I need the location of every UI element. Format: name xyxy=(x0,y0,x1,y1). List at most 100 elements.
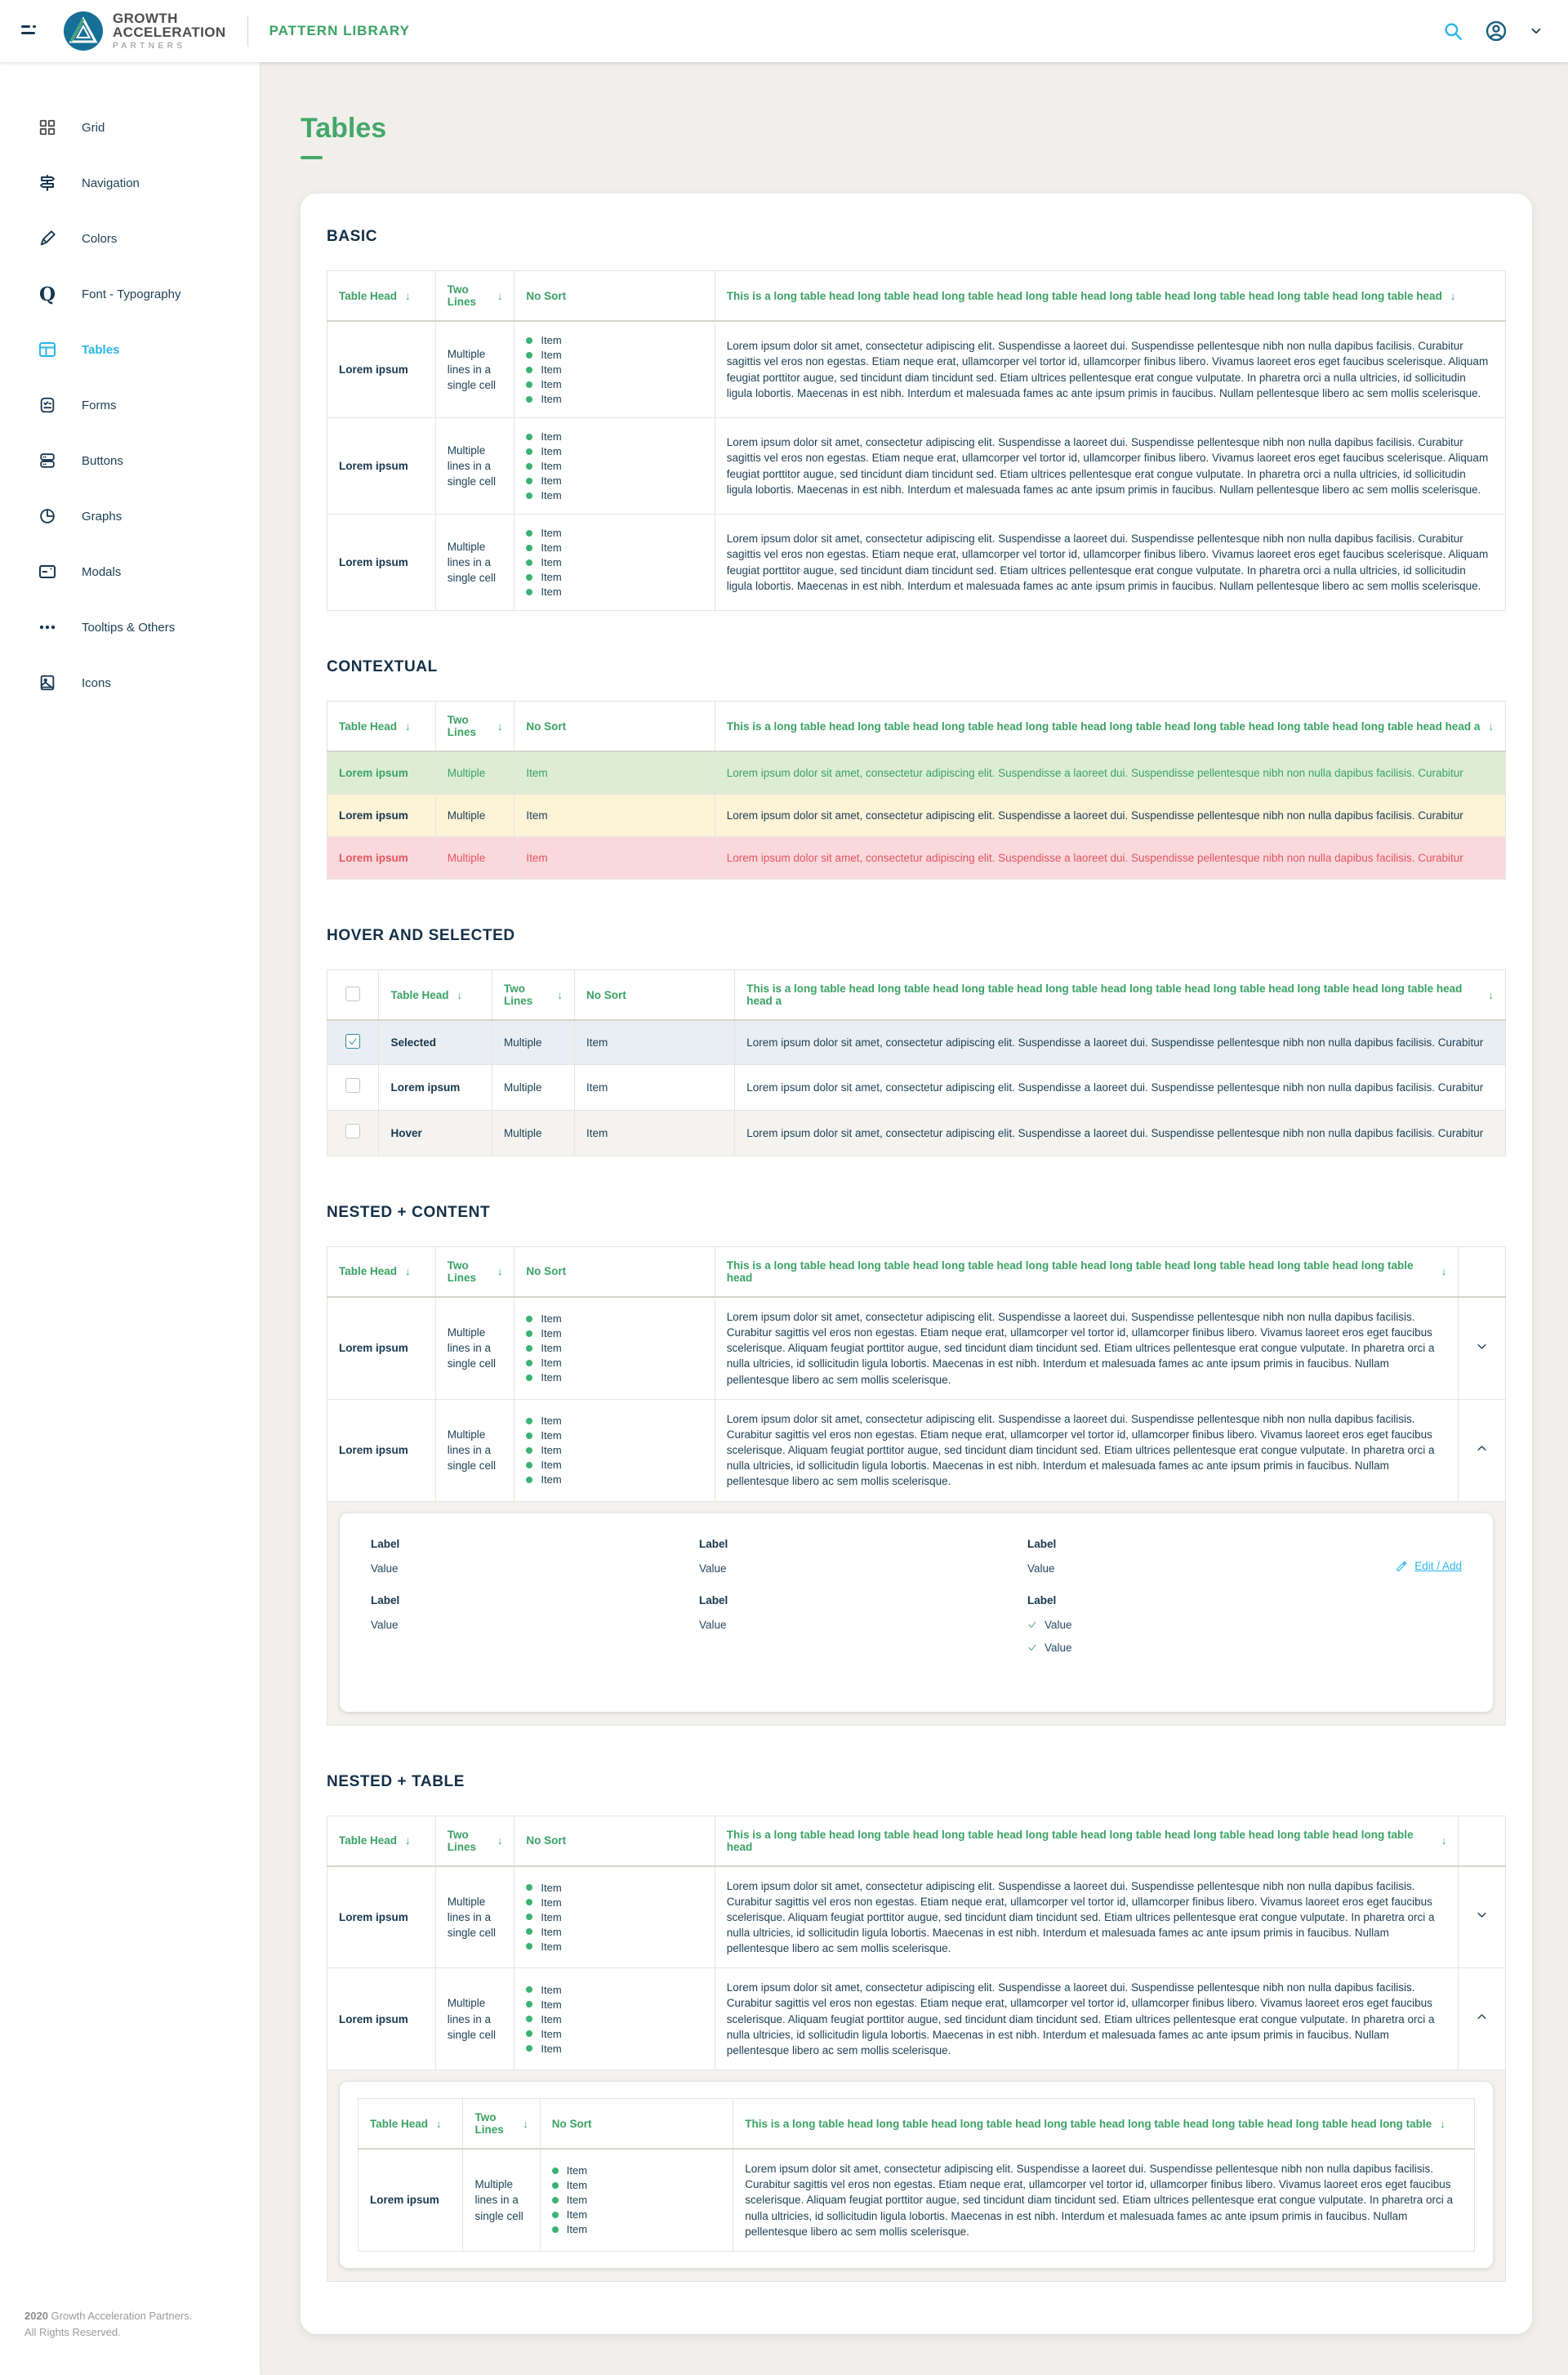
edit-add-link[interactable]: Edit / Add xyxy=(1396,1538,1462,1594)
bullet-icon xyxy=(526,2045,533,2052)
list-item: Item xyxy=(551,2178,721,2192)
sidebar-item-modals[interactable]: Modals xyxy=(0,544,260,599)
column-header-two-lines[interactable]: Two Lines ↓ xyxy=(492,969,575,1022)
sort-arrow-icon: ↓ xyxy=(497,720,503,733)
sidebar-item-buttons[interactable]: Buttons xyxy=(0,433,260,488)
bullet-icon xyxy=(526,1330,533,1337)
main-content: Tables BASIC Table Head ↓ Two Lines ↓ No S… xyxy=(260,62,1568,2375)
hover-selected-table: Table Head ↓ Two Lines ↓ No Sort This is a… xyxy=(326,969,1506,1156)
check-icon xyxy=(1028,1621,1036,1628)
list-item: Item xyxy=(526,2027,702,2041)
section-contextual: CONTEXTUAL Table Head ↓ Two Lines ↓ No Sor… xyxy=(327,658,1507,880)
sort-arrow-icon: ↓ xyxy=(1441,1834,1447,1847)
list-item: Item xyxy=(526,1998,702,2012)
grid-icon xyxy=(38,118,57,137)
column-header-expand xyxy=(1458,1815,1506,1867)
label-value-pair: Label Value xyxy=(371,1537,400,1575)
menu-icon[interactable] xyxy=(21,23,42,39)
bullet-icon xyxy=(526,1432,533,1439)
row-checkbox-checked[interactable] xyxy=(345,1034,361,1049)
bullet-icon xyxy=(526,366,533,373)
sidebar-item-grid[interactable]: Grid xyxy=(0,100,260,155)
column-header-table-head[interactable]: Table Head ↓ xyxy=(327,1245,436,1298)
sort-arrow-icon: ↓ xyxy=(1440,2117,1446,2130)
column-header-two-lines[interactable]: Two Lines ↓ xyxy=(434,1245,515,1298)
nested-content-table: Table Head ↓ Two Lines ↓ No Sort This is a… xyxy=(327,1245,1506,1502)
sidebar-item-forms[interactable]: Forms xyxy=(0,377,260,433)
brand-logo[interactable]: GROWTH ACCELERATION PARTNERS xyxy=(64,11,226,51)
sidebar-item-typography[interactable]: Q Font - Typography xyxy=(38,283,181,305)
list-item: Item xyxy=(551,2163,721,2177)
bullet-icon xyxy=(551,2181,559,2189)
table-row-selected[interactable]: Selected Multiple Item Lorem ipsum dolor… xyxy=(326,1019,1506,1065)
bullet-icon xyxy=(551,2167,559,2174)
list-item: Item xyxy=(526,1925,702,1939)
list-item: Item xyxy=(526,2042,702,2056)
user-account-icon[interactable] xyxy=(1485,20,1508,42)
bullet-icon xyxy=(526,381,533,388)
list-item: Item xyxy=(526,555,702,569)
column-header-long[interactable]: This is a long table head long table hea… xyxy=(714,1245,1459,1298)
list-item: Item xyxy=(526,363,702,377)
column-header-table-head[interactable]: Table Head ↓ xyxy=(327,701,436,752)
nested-inner-table-card: Table Head ↓ Two Lines ↓ No Sort This is a… xyxy=(340,2082,1493,2268)
bullet-icon xyxy=(526,1914,533,1921)
column-header-table-head[interactable]: Table Head ↓ xyxy=(327,270,436,322)
list-item: Item xyxy=(526,1443,702,1457)
buttons-icon xyxy=(38,451,57,470)
sort-arrow-icon: ↓ xyxy=(457,988,463,1001)
table-row-hover[interactable]: Hover Multiple Item Lorem ipsum dolor si… xyxy=(326,1109,1506,1156)
contextual-table: Table Head ↓ Two Lines ↓ No Sort This is a… xyxy=(327,701,1507,880)
column-header-table-head[interactable]: Table Head ↓ xyxy=(327,1815,436,1867)
column-header-table-head[interactable]: Table Head ↓ xyxy=(378,969,492,1022)
collapse-chevron-up-icon[interactable] xyxy=(1476,1442,1488,1455)
bullet-icon xyxy=(551,2211,559,2218)
list-item: Item xyxy=(526,570,702,584)
column-header-long[interactable]: This is a long table head long table hea… xyxy=(734,969,1506,1022)
sidebar-item-graphs[interactable]: Graphs xyxy=(0,488,260,544)
search-icon[interactable] xyxy=(1442,20,1463,42)
column-header-two-lines[interactable]: Two Lines ↓ xyxy=(434,270,515,322)
column-header-two-lines[interactable]: Two Lines ↓ xyxy=(434,1815,515,1867)
sort-arrow-icon: ↓ xyxy=(405,1834,411,1847)
select-all-checkbox[interactable] xyxy=(345,986,361,1001)
bullet-icon xyxy=(526,448,533,455)
table-row[interactable]: Lorem ipsum Multiple Item Lorem ipsum do… xyxy=(326,1063,1506,1111)
table-row-warning: Lorem ipsum Multiple Item Lorem ipsum do… xyxy=(327,794,1507,838)
bullet-icon xyxy=(526,559,533,566)
bullet-icon xyxy=(526,1359,533,1366)
bullet-icon xyxy=(526,1476,533,1483)
bullet-icon xyxy=(526,529,533,537)
bullet-icon xyxy=(551,2226,559,2233)
row-checkbox[interactable] xyxy=(345,1077,361,1093)
column-header-table-head[interactable]: Table Head ↓ xyxy=(357,2098,464,2150)
bullet-icon xyxy=(526,1986,533,1994)
bullet-icon xyxy=(526,1899,533,1906)
column-header-long[interactable]: This is a long table head long table hea… xyxy=(714,1815,1459,1867)
list-item: Item xyxy=(526,1428,702,1442)
expand-chevron-down-icon[interactable] xyxy=(1476,1340,1488,1352)
row-checkbox[interactable] xyxy=(345,1123,361,1138)
list-item: Item xyxy=(526,1983,702,1997)
table-icon xyxy=(38,340,57,359)
sidebar-item-colors[interactable]: Colors xyxy=(0,211,260,266)
sidebar-item-icons[interactable]: Icons xyxy=(0,655,260,711)
sidebar-item-tables[interactable]: Tables xyxy=(0,322,260,377)
list-item: Item xyxy=(526,1312,702,1326)
section-heading: HOVER AND SELECTED xyxy=(327,927,515,945)
collapse-chevron-up-icon[interactable] xyxy=(1476,2011,1488,2023)
chevron-down-icon[interactable] xyxy=(1529,24,1544,38)
list-item: Item xyxy=(526,1356,702,1370)
table-row: Lorem ipsum Multiple lines in a single c… xyxy=(327,417,1507,515)
column-header-two-lines[interactable]: Two Lines ↓ xyxy=(434,701,515,752)
sidebar-item-tooltips[interactable]: Tooltips & Others xyxy=(0,599,260,655)
top-bar: GROWTH ACCELERATION PARTNERS PATTERN LIB… xyxy=(0,0,1568,62)
column-header-two-lines[interactable]: Two Lines ↓ xyxy=(462,2098,541,2150)
expanded-row-zone: Label Value Label Value Label Value xyxy=(327,1501,1506,1726)
expand-chevron-down-icon[interactable] xyxy=(1476,1909,1488,1921)
sidebar-item-navigation[interactable]: Navigation xyxy=(0,155,260,211)
column-header-long[interactable]: This is a long table head long table hea… xyxy=(714,270,1507,322)
column-header-long[interactable]: This is a long table head long table hea… xyxy=(733,2098,1475,2150)
table-row: Lorem ipsum Multiple lines in a single c… xyxy=(357,2148,1475,2252)
column-header-long[interactable]: This is a long table head long table hea… xyxy=(714,701,1507,752)
